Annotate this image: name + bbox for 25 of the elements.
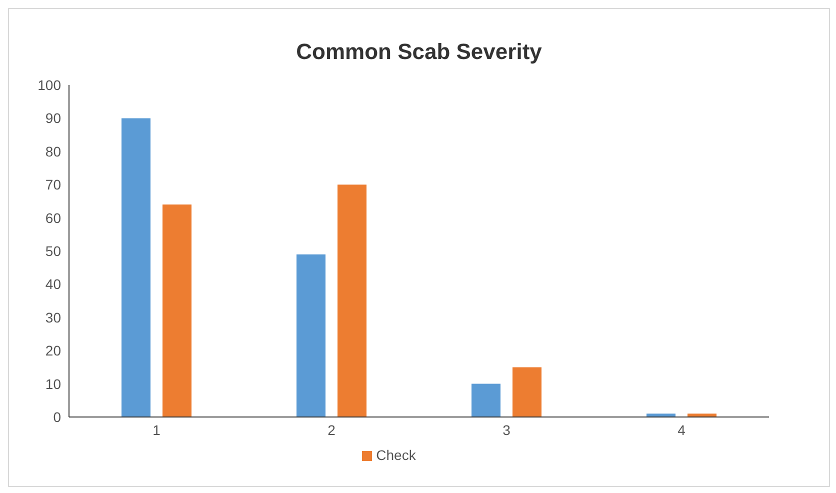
y-tick-label: 50 xyxy=(45,242,62,259)
x-tick-label: 3 xyxy=(502,422,511,438)
bar xyxy=(688,414,716,417)
bar xyxy=(472,384,500,417)
y-tick-label: 80 xyxy=(45,143,62,160)
y-tick-label: 30 xyxy=(45,309,62,326)
x-tick-label: 2 xyxy=(328,422,336,438)
y-tick-label: 10 xyxy=(45,376,62,392)
bar xyxy=(122,118,150,417)
x-tick-label: 4 xyxy=(678,422,686,438)
legend-label: Check xyxy=(376,447,416,463)
y-tick-label: 60 xyxy=(45,210,62,226)
y-tick-label: 0 xyxy=(53,408,62,425)
y-tick-label: 20 xyxy=(45,342,62,359)
bar xyxy=(646,414,676,417)
y-tick-label: 100 xyxy=(38,76,62,93)
bar xyxy=(162,204,192,417)
y-tick-label: 40 xyxy=(45,276,62,292)
x-tick-label: 1 xyxy=(152,422,161,438)
bar xyxy=(512,367,542,417)
y-tick-label: 70 xyxy=(45,176,62,193)
bar xyxy=(296,254,326,417)
bar xyxy=(338,184,366,417)
y-tick-label: 90 xyxy=(45,110,62,126)
chart-title: Common Scab Severity xyxy=(295,39,543,65)
